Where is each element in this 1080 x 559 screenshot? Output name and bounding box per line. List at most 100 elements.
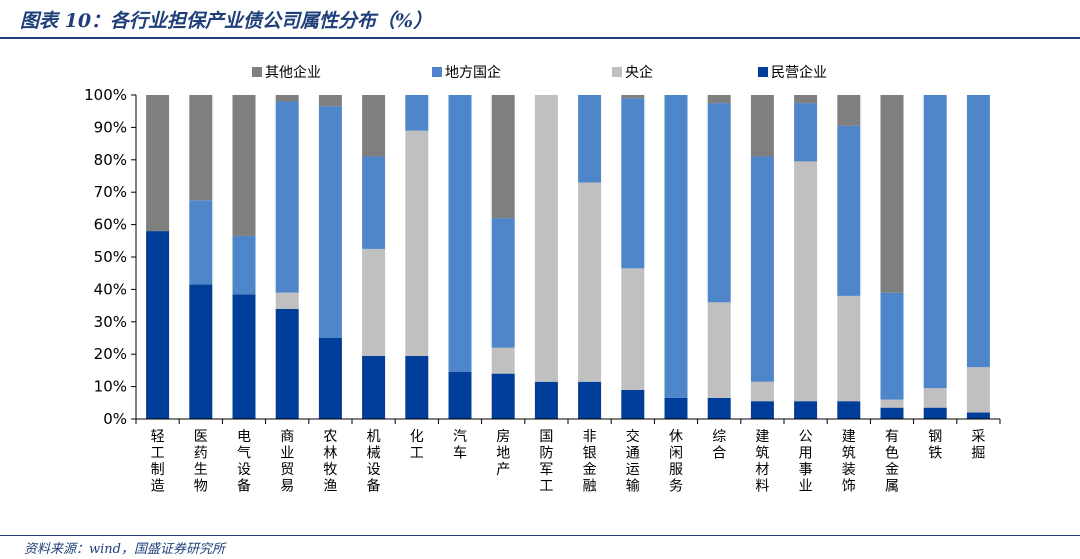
bar-segment xyxy=(794,401,818,419)
bar-segment xyxy=(318,95,342,107)
bar-segment xyxy=(578,182,602,382)
bar-segment xyxy=(534,95,558,382)
y-tick-label: 50% xyxy=(94,248,127,266)
bar-segment xyxy=(664,95,688,398)
bar-segment xyxy=(275,292,299,309)
y-tick-label: 0% xyxy=(103,410,127,428)
bar-segment xyxy=(880,292,904,400)
bar-segment xyxy=(794,161,818,402)
bar-segment xyxy=(362,95,386,157)
bar-segment xyxy=(880,95,904,293)
bar-segment xyxy=(318,106,342,338)
x-category-label: 钢铁 xyxy=(928,429,942,462)
y-tick-label: 80% xyxy=(94,151,127,169)
x-category-label: 轻工制造 xyxy=(151,429,165,495)
bar-segment xyxy=(578,95,602,183)
bar-segment xyxy=(491,373,515,419)
x-category-label: 电气设备 xyxy=(237,429,251,495)
x-category-label: 有色金属 xyxy=(885,429,899,495)
bar-segment xyxy=(232,235,256,295)
bar-segment xyxy=(146,95,170,232)
bar-segment xyxy=(621,98,645,269)
bar-segment xyxy=(232,294,256,419)
bar-segment xyxy=(621,95,645,99)
bar-segment xyxy=(837,95,861,126)
bar-segment xyxy=(491,95,515,219)
x-category-label: 交通运输 xyxy=(626,428,640,495)
figure-title: 图表 10：各行业担保产业债公司属性分布（%） xyxy=(20,10,433,32)
x-category-label: 建筑装饰 xyxy=(842,429,856,495)
x-category-label: 建筑材料 xyxy=(755,429,769,495)
bar-segment xyxy=(578,381,602,419)
bar-segment xyxy=(880,407,904,419)
bar-segment xyxy=(966,367,990,413)
bar-segment xyxy=(664,397,688,419)
y-tick-label: 60% xyxy=(94,216,127,234)
x-category-label: 机械设备 xyxy=(367,429,381,495)
bar-segment xyxy=(923,388,947,408)
legend-label: 地方国企 xyxy=(445,64,501,81)
bars xyxy=(146,95,990,419)
bar-segment xyxy=(923,95,947,389)
legend-label: 民营企业 xyxy=(771,64,827,81)
bar-segment xyxy=(750,95,774,157)
bar-segment xyxy=(966,412,990,419)
bar-segment xyxy=(750,401,774,419)
legend-swatch xyxy=(252,67,262,77)
y-tick-label: 100% xyxy=(84,86,127,104)
bar-segment xyxy=(189,95,213,201)
bar-segment xyxy=(362,248,386,356)
x-category-label: 房地产 xyxy=(496,429,510,478)
legend-label: 其他企业 xyxy=(265,64,321,81)
bar-segment xyxy=(750,156,774,382)
bar-segment xyxy=(837,401,861,419)
legend-swatch xyxy=(612,67,622,77)
bar-segment xyxy=(405,95,429,131)
bar-segment xyxy=(189,200,213,285)
bar-segment xyxy=(362,355,386,419)
y-tick-label: 30% xyxy=(94,313,127,331)
legend-swatch xyxy=(432,67,442,77)
x-category-label: 农林牧渔 xyxy=(323,429,337,495)
bar-segment xyxy=(750,381,774,402)
bar-segment xyxy=(534,381,558,419)
x-category-label: 综合 xyxy=(712,429,726,462)
bar-segment xyxy=(232,95,256,236)
source-note: 资料来源：wind，国盛证券研究所 xyxy=(24,542,225,557)
bar-segment xyxy=(491,347,515,374)
bar-segment xyxy=(794,103,818,162)
y-tick-label: 20% xyxy=(94,345,127,363)
x-category-label: 商业贸易 xyxy=(280,429,294,495)
bar-segment xyxy=(448,372,472,419)
footer-divider xyxy=(0,535,1080,536)
bar-segment xyxy=(621,389,645,419)
y-tick-label: 40% xyxy=(94,280,127,298)
bar-segment xyxy=(707,103,731,303)
x-category-label: 休闲服务 xyxy=(669,429,683,495)
y-axis: 0% 10% 20% 30% 40% 50% 60% 70% 80% 90% 100% xyxy=(84,86,137,428)
legend-label: 央企 xyxy=(625,64,653,81)
y-tick-label: 70% xyxy=(94,183,127,201)
bar-segment xyxy=(189,284,213,419)
bar-segment xyxy=(880,399,904,408)
bar-segment xyxy=(405,130,429,356)
bar-segment xyxy=(923,407,947,419)
bar-segment xyxy=(837,125,861,296)
bar-segment xyxy=(837,295,861,402)
bar-segment xyxy=(362,156,386,249)
stacked-bar-chart: 其他企业 地方国企 央企 民营企业 0% 10% 20% 30% 40% 50% 60% 70% 80… xyxy=(84,64,1001,495)
x-category-label: 采掘 xyxy=(971,429,985,462)
bar-segment xyxy=(491,218,515,348)
bar-segment xyxy=(275,101,299,293)
chart-legend: 其他企业 地方国企 央企 民营企业 xyxy=(252,64,827,81)
x-category-label: 汽车 xyxy=(453,429,467,462)
bar-segment xyxy=(707,302,731,398)
y-tick-label: 10% xyxy=(94,378,127,396)
x-category-label: 国防军工 xyxy=(539,429,553,495)
bar-segment xyxy=(405,355,429,419)
x-category-label: 医药生物 xyxy=(194,429,208,495)
bar-segment xyxy=(146,231,170,419)
bar-segment xyxy=(448,95,472,373)
bar-segment xyxy=(275,95,299,102)
